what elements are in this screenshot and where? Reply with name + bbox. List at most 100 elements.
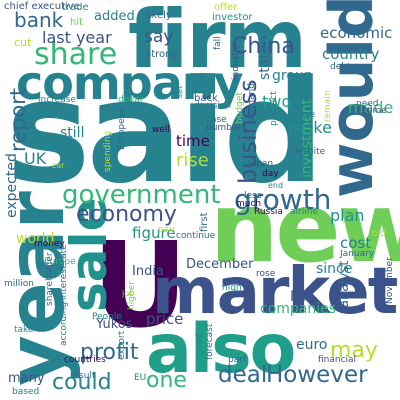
- word-increase: increase: [38, 95, 76, 105]
- word-plan: plan: [330, 206, 365, 225]
- word-november: November: [385, 257, 395, 304]
- word-u: U: [92, 216, 188, 354]
- word-company: company: [16, 56, 244, 110]
- word-cost: cost: [340, 234, 372, 252]
- word-india: India: [132, 264, 164, 279]
- word-firm: firm: [128, 0, 307, 86]
- word-two: two: [262, 92, 292, 111]
- word-analyst: analyst: [337, 260, 352, 308]
- word-export: export: [117, 330, 127, 360]
- word-expected: expected: [4, 153, 20, 218]
- word-profit: profit: [80, 340, 139, 365]
- word-said: said: [6, 50, 325, 215]
- word-remain: remain: [323, 90, 333, 122]
- word-demand: demand: [247, 83, 257, 120]
- word-industry: industry: [231, 43, 241, 80]
- word-eu: EU: [134, 373, 147, 383]
- word-made: made: [348, 98, 394, 117]
- word-move: move: [290, 110, 316, 120]
- word-number: number: [206, 123, 242, 133]
- word-people: People: [92, 312, 122, 322]
- word-yukos: Yukos: [96, 317, 133, 332]
- word-russia: Russia: [254, 207, 283, 217]
- word-state: state: [257, 44, 273, 80]
- word-government: government: [62, 180, 221, 210]
- word-less: less: [244, 191, 262, 201]
- word-dollar: dollar: [118, 95, 144, 105]
- word-companies: companies: [260, 301, 337, 317]
- word-report: report: [6, 87, 30, 152]
- word-bank: bank: [14, 8, 64, 32]
- word-debt: debt: [330, 62, 351, 72]
- word-come: come: [362, 106, 387, 116]
- word-part: part: [228, 355, 247, 365]
- word-trade: trade: [62, 2, 89, 13]
- word-china: China: [232, 34, 295, 59]
- word-budget: budget: [235, 92, 245, 124]
- word-bid: bid: [372, 229, 386, 239]
- word-price: price: [146, 310, 184, 328]
- word-higher: higher: [127, 281, 137, 310]
- word-figure: figure: [132, 224, 176, 242]
- word-countries: countries: [64, 355, 106, 365]
- word-according: according: [59, 301, 69, 346]
- word-group: group: [272, 68, 313, 84]
- word-since: since: [316, 261, 353, 277]
- word-january: January: [340, 249, 375, 259]
- word-car: car: [52, 161, 65, 170]
- word-time: time: [176, 132, 210, 150]
- word-could: could: [52, 370, 112, 395]
- word-cut: cut: [14, 36, 32, 49]
- word-forecast: forecast: [205, 323, 215, 360]
- word-despite: despite: [292, 147, 326, 157]
- word-new: new: [210, 172, 400, 284]
- word-money: money: [34, 239, 65, 249]
- word-product: product: [269, 91, 279, 126]
- word-shareholder: shareholder: [45, 252, 55, 306]
- word-last-year: last year: [42, 28, 112, 47]
- word-rise: rise: [176, 150, 209, 171]
- word-may: may: [330, 338, 378, 363]
- word-day: day: [262, 169, 279, 179]
- word-result: result: [70, 371, 96, 381]
- word-economy: economy: [76, 202, 177, 227]
- word-euro: euro: [296, 337, 328, 353]
- word-back: back: [194, 93, 218, 104]
- word-spending: spending: [103, 130, 113, 172]
- word-case: case: [206, 115, 227, 125]
- word-high: high: [222, 283, 242, 293]
- word-chief-executive: chief executive: [4, 1, 80, 12]
- word-european: European: [117, 107, 127, 150]
- word-million: million: [4, 279, 34, 289]
- word-many: many: [8, 371, 45, 386]
- word-offer: offer: [214, 2, 238, 13]
- word-world: world: [16, 231, 55, 247]
- word-hit: hit: [70, 17, 84, 28]
- word-uk: UK: [24, 149, 47, 168]
- word-europe: Europe: [44, 257, 76, 267]
- word-added: added: [94, 9, 135, 24]
- word-take: take: [14, 325, 34, 335]
- word-much: much: [236, 199, 262, 209]
- word-continue: continue: [176, 231, 216, 241]
- word-market: market: [152, 255, 398, 329]
- word-say: say: [144, 27, 174, 47]
- word-investor: investor: [212, 12, 253, 23]
- word-fall: fall: [213, 36, 223, 50]
- word-however: However: [266, 362, 368, 388]
- word-job: job: [122, 289, 135, 298]
- word-one: one: [146, 368, 187, 393]
- word-also: also: [146, 310, 296, 389]
- word-make: make: [288, 118, 332, 137]
- word-strong: strong: [146, 49, 178, 60]
- word-interest-rate: interest rate: [59, 244, 69, 300]
- word-rose: rose: [256, 269, 276, 279]
- word-japan: Japan: [248, 159, 274, 169]
- word-december: December: [186, 257, 254, 272]
- word-country: country: [322, 45, 380, 63]
- word-end: end: [268, 181, 284, 190]
- word-likely: likely: [146, 10, 172, 21]
- word-set: set: [175, 85, 184, 98]
- word-deal: deal: [218, 362, 268, 388]
